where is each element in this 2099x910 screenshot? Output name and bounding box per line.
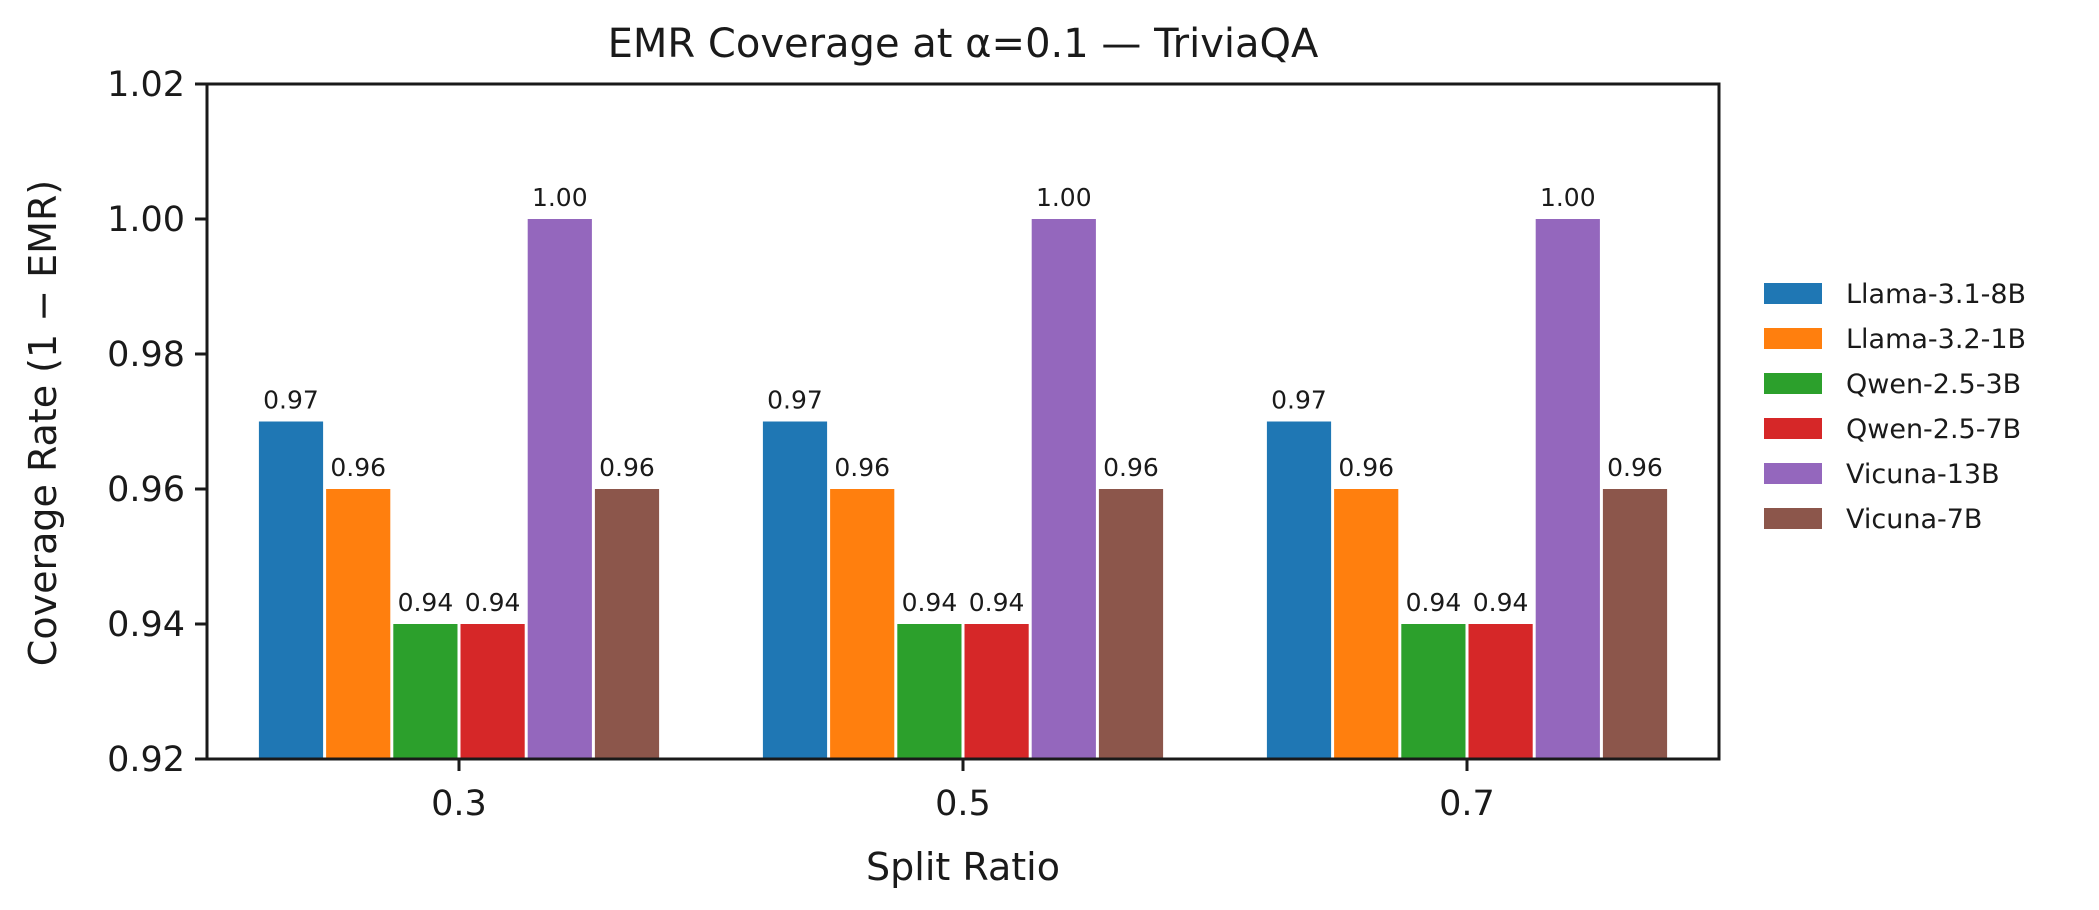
data-label: 0.94 [398, 588, 454, 617]
data-label: 0.97 [263, 386, 319, 415]
legend-label: Llama-3.1-8B [1846, 279, 2026, 310]
bar-vicuna-13b-0.7 [1535, 219, 1600, 759]
data-label: 0.94 [969, 588, 1025, 617]
legend-label: Vicuna-13B [1846, 459, 2000, 490]
data-label: 0.94 [1406, 588, 1462, 617]
data-label: 0.96 [1103, 453, 1159, 482]
y-tick-label: 1.00 [107, 200, 185, 240]
legend-label: Vicuna-7B [1846, 504, 1982, 535]
y-tick-label: 0.96 [107, 470, 185, 510]
y-tick-label: 0.94 [107, 605, 185, 645]
y-tick-label: 0.92 [107, 740, 185, 780]
data-labels-group: 0.97 0.97 0.97 0.96 0.96 0.96 0.94 0.94 0.94 0.94… [263, 183, 1663, 617]
bar-qwen-2.5-3b-0.3 [393, 624, 458, 759]
bar-llama-3.2-1b-0.5 [830, 489, 895, 759]
y-axis: 0.92 0.94 0.96 0.98 1.00 1.02 [107, 65, 207, 780]
bar-qwen-2.5-3b-0.5 [897, 624, 962, 759]
legend-swatch [1764, 418, 1822, 439]
legend-label: Qwen-2.5-3B [1846, 369, 2021, 400]
data-label: 1.00 [1540, 183, 1596, 212]
bar-vicuna-13b-0.5 [1031, 219, 1096, 759]
data-label: 0.94 [902, 588, 958, 617]
bar-vicuna-7b-0.5 [1098, 489, 1164, 759]
y-tick-label: 0.98 [107, 335, 185, 375]
bar-qwen-2.5-7b-0.3 [460, 624, 525, 759]
legend-label: Llama-3.2-1B [1846, 324, 2026, 355]
legend-swatch [1764, 283, 1822, 304]
data-label: 0.97 [1271, 386, 1327, 415]
bar-qwen-2.5-7b-0.5 [964, 624, 1029, 759]
data-label: 0.96 [599, 453, 655, 482]
data-label: 0.96 [330, 453, 386, 482]
data-label: 1.00 [1036, 183, 1092, 212]
bar-vicuna-13b-0.3 [527, 219, 592, 759]
bar-vicuna-7b-0.7 [1602, 489, 1668, 759]
bar-llama-3.2-1b-0.7 [1334, 489, 1399, 759]
legend-swatch [1764, 508, 1822, 529]
chart-title: EMR Coverage at α=0.1 — TriviaQA [608, 21, 1319, 67]
plot-frame [205, 82, 1721, 761]
data-label: 0.96 [1607, 453, 1663, 482]
bar-llama-3.1-8b-0.5 [762, 421, 828, 759]
legend-label: Qwen-2.5-7B [1846, 414, 2021, 445]
legend-swatch [1764, 463, 1822, 484]
x-tick-label: 0.3 [431, 784, 487, 824]
legend-swatch [1764, 328, 1822, 349]
legend: Llama-3.1-8B Llama-3.2-1B Qwen-2.5-3B Qwen-… [1764, 279, 2026, 535]
data-label: 0.97 [767, 386, 823, 415]
x-axis: 0.3 0.5 0.7 [431, 759, 1495, 824]
bar-qwen-2.5-3b-0.7 [1401, 624, 1466, 759]
bar-qwen-2.5-7b-0.7 [1468, 624, 1533, 759]
y-tick-label: 1.02 [107, 65, 185, 105]
bar-vicuna-7b-0.3 [594, 489, 660, 759]
legend-swatch [1764, 373, 1822, 394]
x-tick-label: 0.7 [1439, 784, 1495, 824]
bar-llama-3.2-1b-0.3 [326, 489, 391, 759]
bar-llama-3.1-8b-0.3 [258, 421, 324, 759]
data-label: 1.00 [532, 183, 588, 212]
y-axis-label: Coverage Rate (1 − EMR) [21, 180, 65, 666]
data-label: 0.94 [465, 588, 521, 617]
data-label: 0.94 [1473, 588, 1529, 617]
x-axis-label: Split Ratio [866, 845, 1060, 889]
data-label: 0.96 [1338, 453, 1394, 482]
bars-group [258, 219, 1668, 759]
x-tick-label: 0.5 [935, 784, 991, 824]
data-label: 0.96 [834, 453, 890, 482]
bar-llama-3.1-8b-0.7 [1266, 421, 1332, 759]
